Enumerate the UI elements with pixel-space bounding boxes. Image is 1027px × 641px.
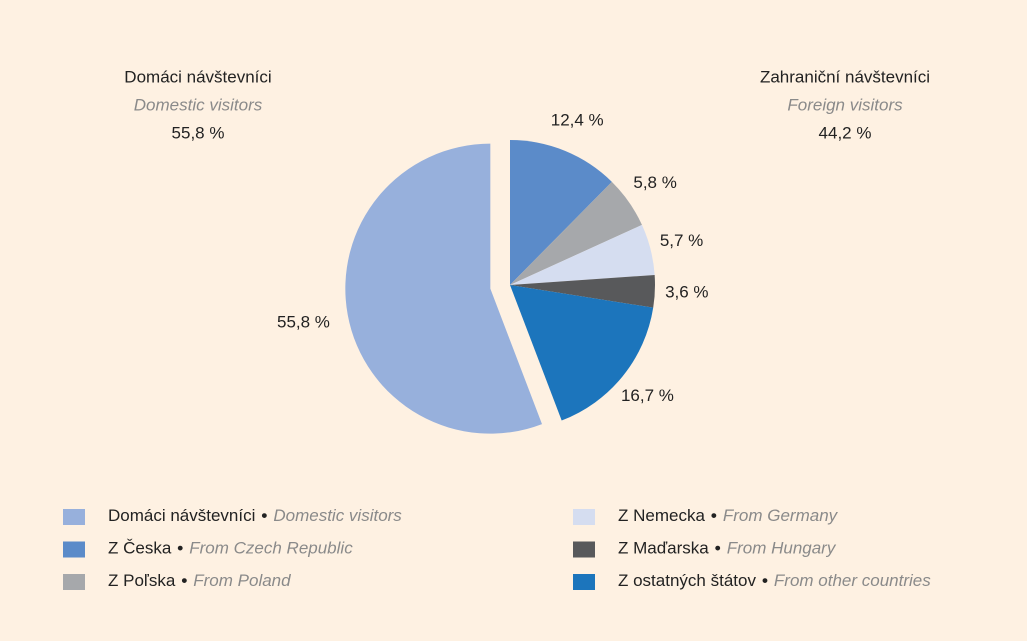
pie-slice (510, 140, 612, 285)
group-title: Zahraniční návštevníci (760, 67, 930, 86)
legend-name: Z Poľska (108, 571, 176, 590)
data-label: 55,8 % (277, 313, 330, 332)
data-label: 5,7 % (660, 231, 703, 250)
data-label: 5,8 % (633, 173, 676, 192)
legend-swatch (573, 574, 595, 590)
legend-name-en: Domestic visitors (273, 506, 402, 525)
pie-slice (510, 181, 642, 285)
legend-swatch (63, 541, 85, 558)
legend-separator: • (762, 571, 768, 590)
legend-name-en: From other countries (774, 571, 931, 590)
legend-name: Domáci návštevníci (108, 506, 255, 525)
legend-name-en: From Czech Republic (189, 539, 353, 558)
legend-name-en: From Hungary (727, 539, 837, 558)
legend-separator: • (711, 506, 717, 525)
legend-name: Z ostatných štátov (618, 571, 756, 590)
legend-separator: • (177, 539, 183, 558)
group-title: Domáci návštevníci (124, 67, 271, 86)
legend-label: Z Nemecka • From Germany (618, 506, 839, 525)
legend-label: Z Maďarska • From Hungary (618, 539, 837, 558)
legend-name: Z Nemecka (618, 506, 705, 525)
legend-name-en: From Germany (723, 506, 839, 525)
legend-label: Z Česka • From Czech Republic (108, 539, 353, 558)
legend-separator: • (181, 571, 187, 590)
group-value: 55,8 % (172, 123, 225, 142)
legend-label: Z ostatných štátov • From other countries (618, 571, 931, 590)
legend-name-en: From Poland (193, 571, 291, 590)
pie-slice (510, 285, 654, 421)
legend-swatch (573, 541, 595, 558)
legend-label: Domáci návštevníci • Domestic visitors (108, 506, 402, 525)
legend-separator: • (261, 506, 267, 525)
legend-name: Z Maďarska (618, 539, 709, 558)
legend-swatch (63, 509, 85, 525)
legend-swatch (573, 509, 595, 525)
legend-label: Z Poľska • From Poland (108, 571, 291, 590)
data-label: 12,4 % (551, 111, 604, 130)
group-title-en: Foreign visitors (787, 95, 903, 114)
legend-separator: • (715, 539, 721, 558)
pie-slice (345, 143, 543, 434)
legend-swatch (63, 574, 85, 590)
data-label: 3,6 % (665, 282, 708, 301)
data-label: 16,7 % (621, 386, 674, 405)
group-value: 44,2 % (819, 123, 872, 142)
legend-name: Z Česka (108, 539, 172, 558)
pie-slice (510, 224, 655, 285)
group-title-en: Domestic visitors (134, 95, 263, 114)
pie-slice (510, 274, 655, 308)
